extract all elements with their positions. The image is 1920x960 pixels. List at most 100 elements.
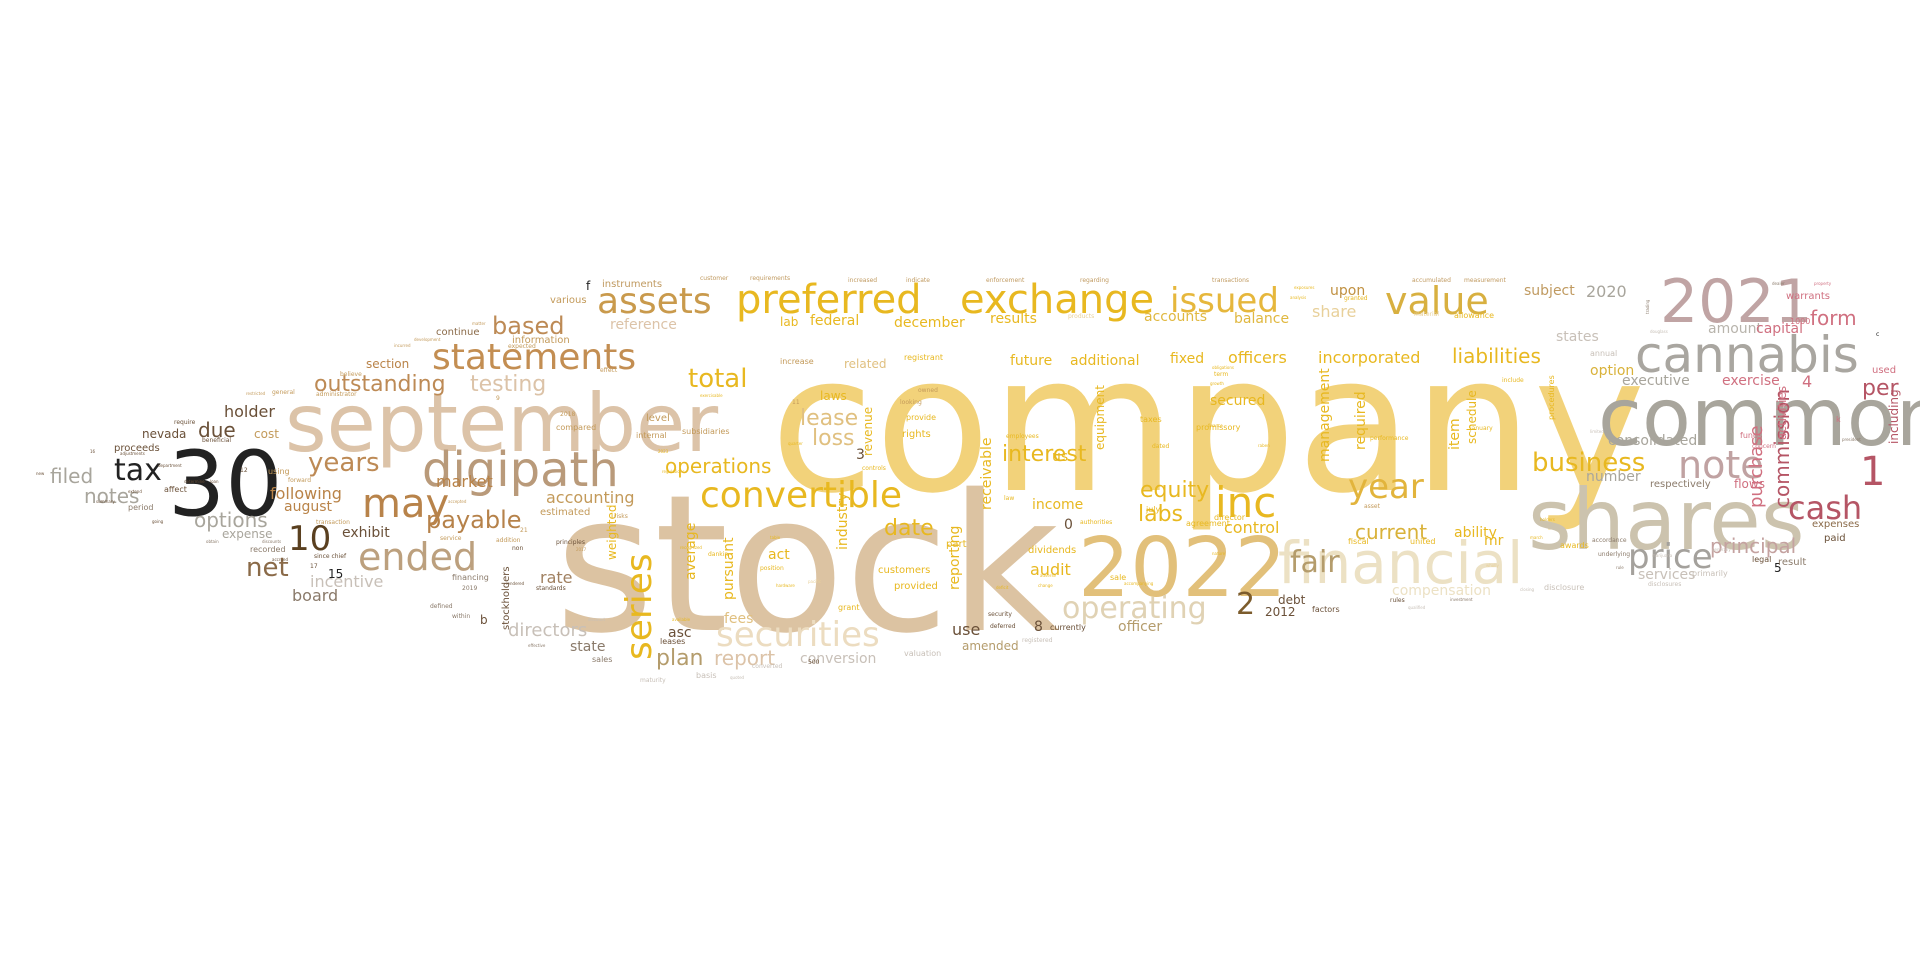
word-services: services — [1638, 567, 1696, 583]
word-0: 0 — [1064, 517, 1073, 533]
word-30: 30 — [168, 432, 283, 537]
word-value: value — [1385, 279, 1489, 323]
word-compared: compared — [556, 423, 597, 432]
word-11: 11 — [792, 399, 800, 406]
word-business: business — [1532, 448, 1646, 478]
word-2021: 2021 — [1660, 267, 1813, 337]
word-december: december — [894, 315, 965, 331]
word-fixed: fixed — [1170, 351, 1205, 367]
word-development: development — [414, 337, 441, 342]
word-reporting: reporting — [947, 525, 963, 590]
word-deficit: deficit — [996, 585, 1009, 590]
word-preferred: preferred — [736, 277, 922, 323]
word-transaction: transaction — [316, 519, 350, 526]
word-employees: employees — [1006, 433, 1039, 440]
word-2018: 2018 — [560, 411, 576, 418]
word-management: management — [1317, 368, 1333, 462]
word-number: number — [1586, 469, 1641, 485]
word-us: us — [1052, 449, 1069, 465]
word-security: security — [988, 611, 1012, 618]
word-capital: capital — [1756, 321, 1804, 337]
word-required: required — [1353, 391, 1369, 450]
word-granted: granted — [1344, 295, 1368, 302]
word-disclosure: disclosure — [1544, 583, 1585, 592]
word-15: 15 — [328, 567, 344, 581]
word-exercise: exercise — [1722, 373, 1780, 389]
word-outstanding: outstanding — [314, 372, 446, 397]
word-2019: 2019 — [462, 585, 478, 592]
word-asc: asc — [668, 625, 692, 641]
word-laws: laws — [820, 389, 847, 403]
word-2012: 2012 — [1265, 605, 1296, 619]
word-department: department — [158, 463, 182, 468]
word-recorded: recorded — [250, 545, 286, 554]
word-fiscal: fiscal — [1348, 537, 1369, 546]
word-awards: awards — [1560, 541, 1589, 550]
word-incentive: incentive — [310, 572, 384, 591]
word-ability: ability — [1454, 525, 1497, 541]
word-beneficial: beneficial — [202, 437, 232, 444]
word-limited: limited — [1590, 429, 1604, 434]
word-rule: rule — [1616, 565, 1624, 570]
word-finance: finance — [1208, 423, 1223, 428]
word-testing: testing — [470, 372, 547, 397]
word-increased: increased — [848, 277, 878, 284]
word-term: term — [1214, 371, 1229, 378]
word-2022: 2022 — [1078, 521, 1287, 616]
word-accordance: accordance — [1592, 537, 1627, 544]
word-position: position — [760, 565, 784, 572]
word-amended: amended — [962, 639, 1019, 653]
word-b: b — [480, 613, 488, 627]
word-underlying: underlying — [1598, 551, 1631, 558]
word-measurement: measurement — [1464, 277, 1506, 284]
word-related: related — [844, 357, 887, 371]
word-result: result — [1778, 557, 1807, 568]
word-consolidated: consolidated — [1608, 433, 1698, 449]
word-due: due — [198, 418, 236, 442]
word-filed: filed — [50, 464, 94, 488]
word-years: years — [308, 448, 380, 478]
word-labs: labs — [1138, 502, 1184, 527]
word-dividends: dividends — [1028, 545, 1077, 556]
word-accompanying: accompanying — [1124, 581, 1154, 586]
word-conversion: conversion — [800, 651, 877, 667]
word-income: income — [1032, 497, 1084, 513]
word-paid: paid — [1824, 533, 1846, 544]
word-warrants: warrants — [1786, 291, 1830, 302]
word-legal: legal — [1752, 555, 1772, 564]
word-wholly: wholly — [1486, 563, 1499, 568]
word-notes: notes — [84, 484, 140, 508]
word-500: 500 — [808, 659, 820, 666]
word-service: service — [440, 535, 462, 542]
word-august: august — [284, 499, 332, 515]
word-valuation: valuation — [904, 649, 942, 658]
word-4: 4 — [1802, 372, 1813, 391]
word-hardware: hardware — [776, 583, 795, 588]
word-internal: internal — [636, 431, 667, 440]
word-instruments: instruments — [602, 279, 663, 290]
word-pacific: pacific — [808, 579, 822, 584]
word-maturity: maturity — [640, 677, 666, 684]
word-administrator: administrator — [316, 391, 357, 398]
word-officers: officers — [1228, 348, 1287, 367]
word-march: march — [1530, 535, 1543, 540]
word-primarily: primarily — [1692, 569, 1728, 578]
word-board: board — [292, 586, 339, 605]
word-payable: payable — [426, 506, 522, 534]
word-disclosures: disclosures — [1648, 581, 1682, 588]
word-authorities: authorities — [1080, 519, 1113, 526]
word-2017: 2017 — [576, 547, 587, 552]
word-state: state — [570, 639, 606, 655]
word-balance: balance — [1234, 311, 1290, 327]
word-sales: sales — [592, 655, 613, 664]
word-products: products — [1068, 313, 1095, 320]
word-1: 1 — [1860, 449, 1886, 495]
word-note: note — [1678, 443, 1764, 487]
word-form: form — [1810, 306, 1857, 330]
word-determine: determine — [184, 479, 205, 484]
word-8: 8 — [1034, 619, 1043, 635]
word-accounts: accounts — [1144, 309, 1208, 325]
word-general: general — [272, 389, 295, 396]
word-share: share — [1312, 302, 1357, 321]
